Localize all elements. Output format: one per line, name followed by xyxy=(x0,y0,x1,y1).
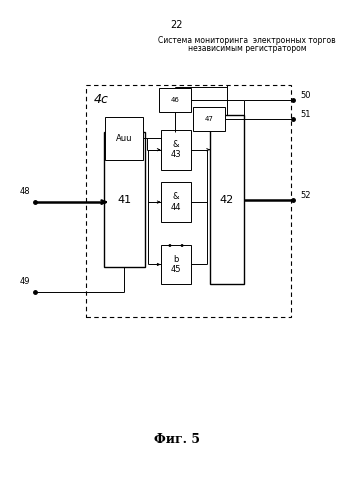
Text: Аuu: Аuu xyxy=(116,134,132,143)
Text: •  •: • • xyxy=(167,241,185,250)
Text: 50: 50 xyxy=(300,91,311,100)
Text: 42: 42 xyxy=(220,195,234,205)
Bar xyxy=(105,117,143,160)
Text: 51: 51 xyxy=(300,110,311,119)
Text: 22: 22 xyxy=(170,20,183,30)
Text: &
44: & 44 xyxy=(170,193,181,212)
Text: 48: 48 xyxy=(19,187,30,196)
Bar xyxy=(159,88,191,112)
Bar xyxy=(210,115,244,284)
Text: 47: 47 xyxy=(205,116,214,122)
Bar xyxy=(161,130,191,170)
Text: Фиг. 5: Фиг. 5 xyxy=(154,433,199,446)
Bar xyxy=(161,245,191,284)
Text: b
45: b 45 xyxy=(170,255,181,274)
Text: 41: 41 xyxy=(117,195,132,205)
Text: Система мониторинга  электронных торгов: Система мониторинга электронных торгов xyxy=(158,36,336,45)
Text: &
43: & 43 xyxy=(170,140,181,159)
Bar xyxy=(161,182,191,222)
Bar xyxy=(104,132,145,267)
Bar xyxy=(86,85,291,317)
Text: 46: 46 xyxy=(170,97,179,103)
Text: 52: 52 xyxy=(300,191,311,200)
Text: независимым регистратором: независимым регистратором xyxy=(188,44,306,53)
Bar xyxy=(193,107,225,131)
Text: 4c: 4c xyxy=(94,93,108,106)
Text: 49: 49 xyxy=(19,277,30,286)
